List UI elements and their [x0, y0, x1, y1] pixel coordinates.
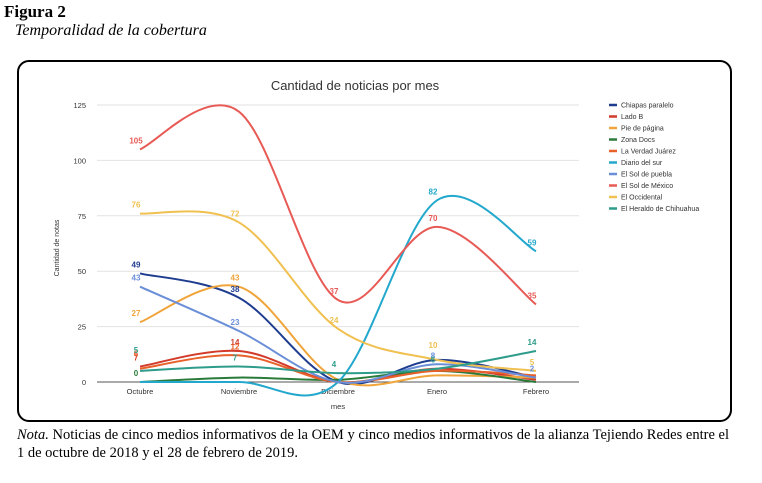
- y-tick-label: 75: [78, 212, 86, 221]
- note-text: Noticias de cinco medios informativos de…: [17, 427, 729, 461]
- x-tick-label: Diciembre: [321, 387, 355, 396]
- data-label: 38: [231, 285, 240, 294]
- x-tick-label: Enero: [427, 387, 447, 396]
- y-tick-label: 125: [73, 101, 86, 110]
- series-line: [139, 349, 537, 375]
- data-label: 7: [233, 353, 238, 362]
- data-label: 5: [134, 346, 139, 355]
- line-chart: Cantidad de noticias por mes025507510012…: [54, 78, 699, 411]
- data-label: 5: [530, 358, 535, 367]
- data-label: 14: [528, 338, 537, 347]
- series-line: [139, 369, 537, 383]
- data-label: 7: [134, 353, 139, 362]
- data-label: 59: [528, 238, 537, 247]
- y-tick-label: 100: [73, 156, 86, 165]
- data-label: 105: [129, 136, 143, 145]
- data-label: 70: [429, 214, 438, 223]
- x-tick-label: Febrero: [523, 387, 549, 396]
- series-line: [139, 284, 537, 387]
- series-line: [139, 104, 537, 306]
- data-label: 23: [231, 318, 240, 327]
- legend-item: Lado B: [621, 114, 644, 121]
- data-label: 14: [231, 338, 240, 347]
- y-tick-label: 25: [78, 323, 86, 332]
- data-label: 8: [431, 351, 436, 360]
- data-label: 12: [231, 342, 240, 351]
- data-label: 72: [231, 209, 240, 218]
- legend-item: Chiapas paralelo: [621, 103, 674, 110]
- data-label: 6: [134, 350, 139, 359]
- data-label: 6: [431, 356, 436, 365]
- series-line: [139, 194, 537, 397]
- data-label: 0: [134, 369, 139, 378]
- legend-item: Pie de página: [621, 126, 664, 133]
- data-label: 2: [530, 365, 535, 374]
- legend-item: El Sol de México: [621, 183, 673, 190]
- data-label: 4: [332, 360, 337, 369]
- data-label: 27: [132, 309, 141, 318]
- data-label: 10: [429, 341, 438, 350]
- y-tick-label: 0: [82, 378, 86, 387]
- x-tick-label: Noviembre: [221, 387, 257, 396]
- note-prefix: Nota.: [17, 427, 49, 443]
- series-line: [139, 210, 537, 372]
- data-label: 43: [231, 274, 240, 283]
- data-label: 49: [132, 260, 141, 269]
- legend-item: La Verdad Juárez: [621, 149, 676, 156]
- x-tick-label: Octubre: [127, 387, 154, 396]
- series-line: [139, 285, 537, 384]
- legend-item: El Sol de puebla: [621, 172, 672, 179]
- figure-note: Nota. Noticias de cinco medios informati…: [17, 426, 729, 462]
- data-label: 24: [330, 316, 339, 325]
- chart-title: Cantidad de noticias por mes: [271, 78, 440, 93]
- legend-item: Zona Docs: [621, 137, 655, 144]
- figure-label: Figura 2: [4, 2, 66, 21]
- figure-subtitle: Temporalidad de la cobertura: [15, 22, 207, 39]
- data-label: 82: [429, 187, 438, 196]
- data-label: 37: [330, 287, 339, 296]
- chart-frame: Cantidad de noticias por mes 0 25 50 75 100 12…: [17, 60, 732, 422]
- data-label: 43: [132, 274, 141, 283]
- legend-item: Diario del sur: [621, 160, 663, 167]
- legend-item: El Occidental: [621, 195, 663, 202]
- legend-item: El Heraldo de Chihuahua: [621, 206, 699, 213]
- y-tick-label: 50: [78, 267, 86, 276]
- data-label: 35: [528, 291, 537, 300]
- y-axis-label: Cantidad de notas: [54, 219, 61, 276]
- data-label: 76: [132, 201, 141, 210]
- x-axis-label: mes: [331, 402, 345, 411]
